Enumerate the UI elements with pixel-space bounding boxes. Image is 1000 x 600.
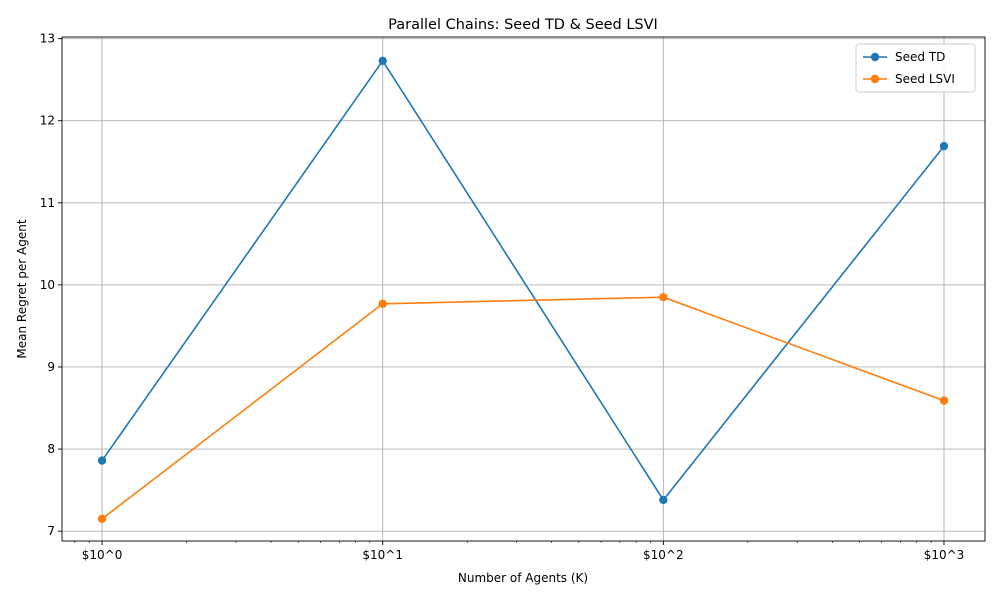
x-tick-label: $10^1: [362, 548, 403, 562]
legend-swatch-marker: [870, 52, 880, 62]
x-axis-label: Number of Agents (K): [458, 571, 588, 585]
tick-labels: $10^0 $10^1 $10^2 $10^3 7 8 9 10 11 12 13: [40, 32, 965, 562]
legend-swatch-marker: [870, 74, 880, 84]
series-1: [97, 293, 949, 524]
x-tick-label: $10^0: [82, 548, 123, 562]
plot-frame: [61, 36, 986, 542]
x-tick-label: $10^3: [924, 548, 965, 562]
series-layer: [97, 56, 949, 524]
data-point: [97, 514, 107, 524]
y-tick-label: 8: [47, 442, 55, 456]
data-point: [939, 396, 949, 405]
y-tick-label: 9: [47, 360, 55, 374]
axes: [58, 36, 986, 545]
x-tick-label: $10^2: [643, 548, 684, 562]
y-tick-label: 10: [40, 278, 55, 292]
data-point: [939, 141, 949, 151]
legend-item: Seed TD: [863, 50, 945, 64]
legend-label: Seed TD: [895, 50, 945, 64]
chart-title: Parallel Chains: Seed TD & Seed LSVI: [388, 17, 658, 33]
legend-box: [855, 43, 976, 93]
legend-item: Seed LSVI: [863, 72, 955, 86]
y-tick-label: 7: [47, 524, 55, 538]
series-0: [97, 56, 949, 505]
y-tick-label: 12: [40, 114, 55, 128]
data-point: [659, 293, 668, 302]
y-tick-label: 11: [40, 196, 55, 210]
legend: Seed TD Seed LSVI: [855, 43, 976, 93]
grid: [62, 37, 985, 541]
legend-label: Seed LSVI: [895, 72, 955, 86]
data-point: [378, 299, 387, 308]
data-point: [97, 456, 107, 465]
data-point: [378, 56, 387, 66]
y-tick-label: 13: [40, 32, 55, 46]
data-point: [659, 495, 668, 505]
y-axis-label: Mean Regret per Agent: [15, 219, 29, 358]
series-line: [101, 296, 945, 520]
series-line: [101, 59, 945, 502]
